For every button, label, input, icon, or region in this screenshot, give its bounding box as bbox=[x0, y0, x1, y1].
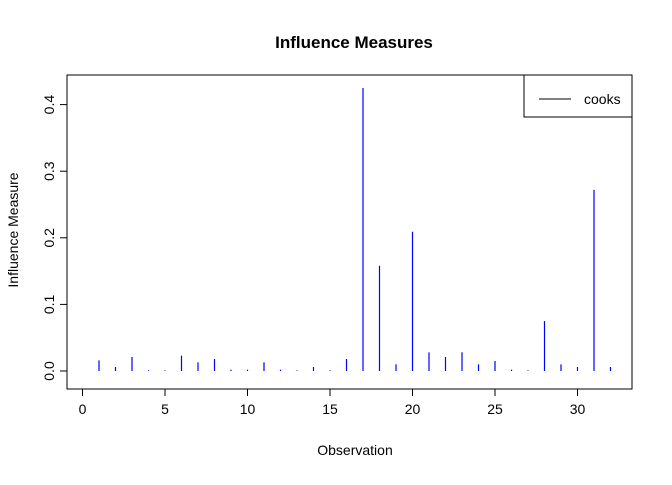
chart-title: Influence Measures bbox=[275, 33, 433, 52]
y-tick-label: 0.1 bbox=[41, 294, 57, 314]
x-tick-label: 30 bbox=[570, 401, 586, 417]
x-tick-label: 15 bbox=[322, 401, 338, 417]
x-axis: 0 5 10 15 20 25 30 bbox=[79, 388, 586, 417]
y-tick-label: 0.2 bbox=[41, 228, 57, 248]
y-tick-label: 0.0 bbox=[41, 361, 57, 381]
y-tick-label: 0.4 bbox=[41, 95, 57, 115]
y-axis-label: Influence Measure bbox=[5, 172, 21, 287]
legend: cooks bbox=[523, 74, 633, 118]
x-tick-label: 0 bbox=[79, 401, 87, 417]
y-axis: 0.0 0.1 0.2 0.3 0.4 bbox=[41, 95, 68, 381]
x-axis-label: Observation bbox=[317, 442, 392, 458]
y-tick-label: 0.3 bbox=[41, 161, 57, 181]
x-tick-label: 10 bbox=[240, 401, 256, 417]
cooks-series bbox=[98, 87, 612, 371]
x-tick-label: 20 bbox=[405, 401, 421, 417]
legend-label: cooks bbox=[584, 91, 621, 107]
x-tick-label: 25 bbox=[487, 401, 503, 417]
plot-frame bbox=[66, 74, 633, 390]
x-tick-label: 5 bbox=[161, 401, 169, 417]
legend-box bbox=[523, 74, 633, 118]
